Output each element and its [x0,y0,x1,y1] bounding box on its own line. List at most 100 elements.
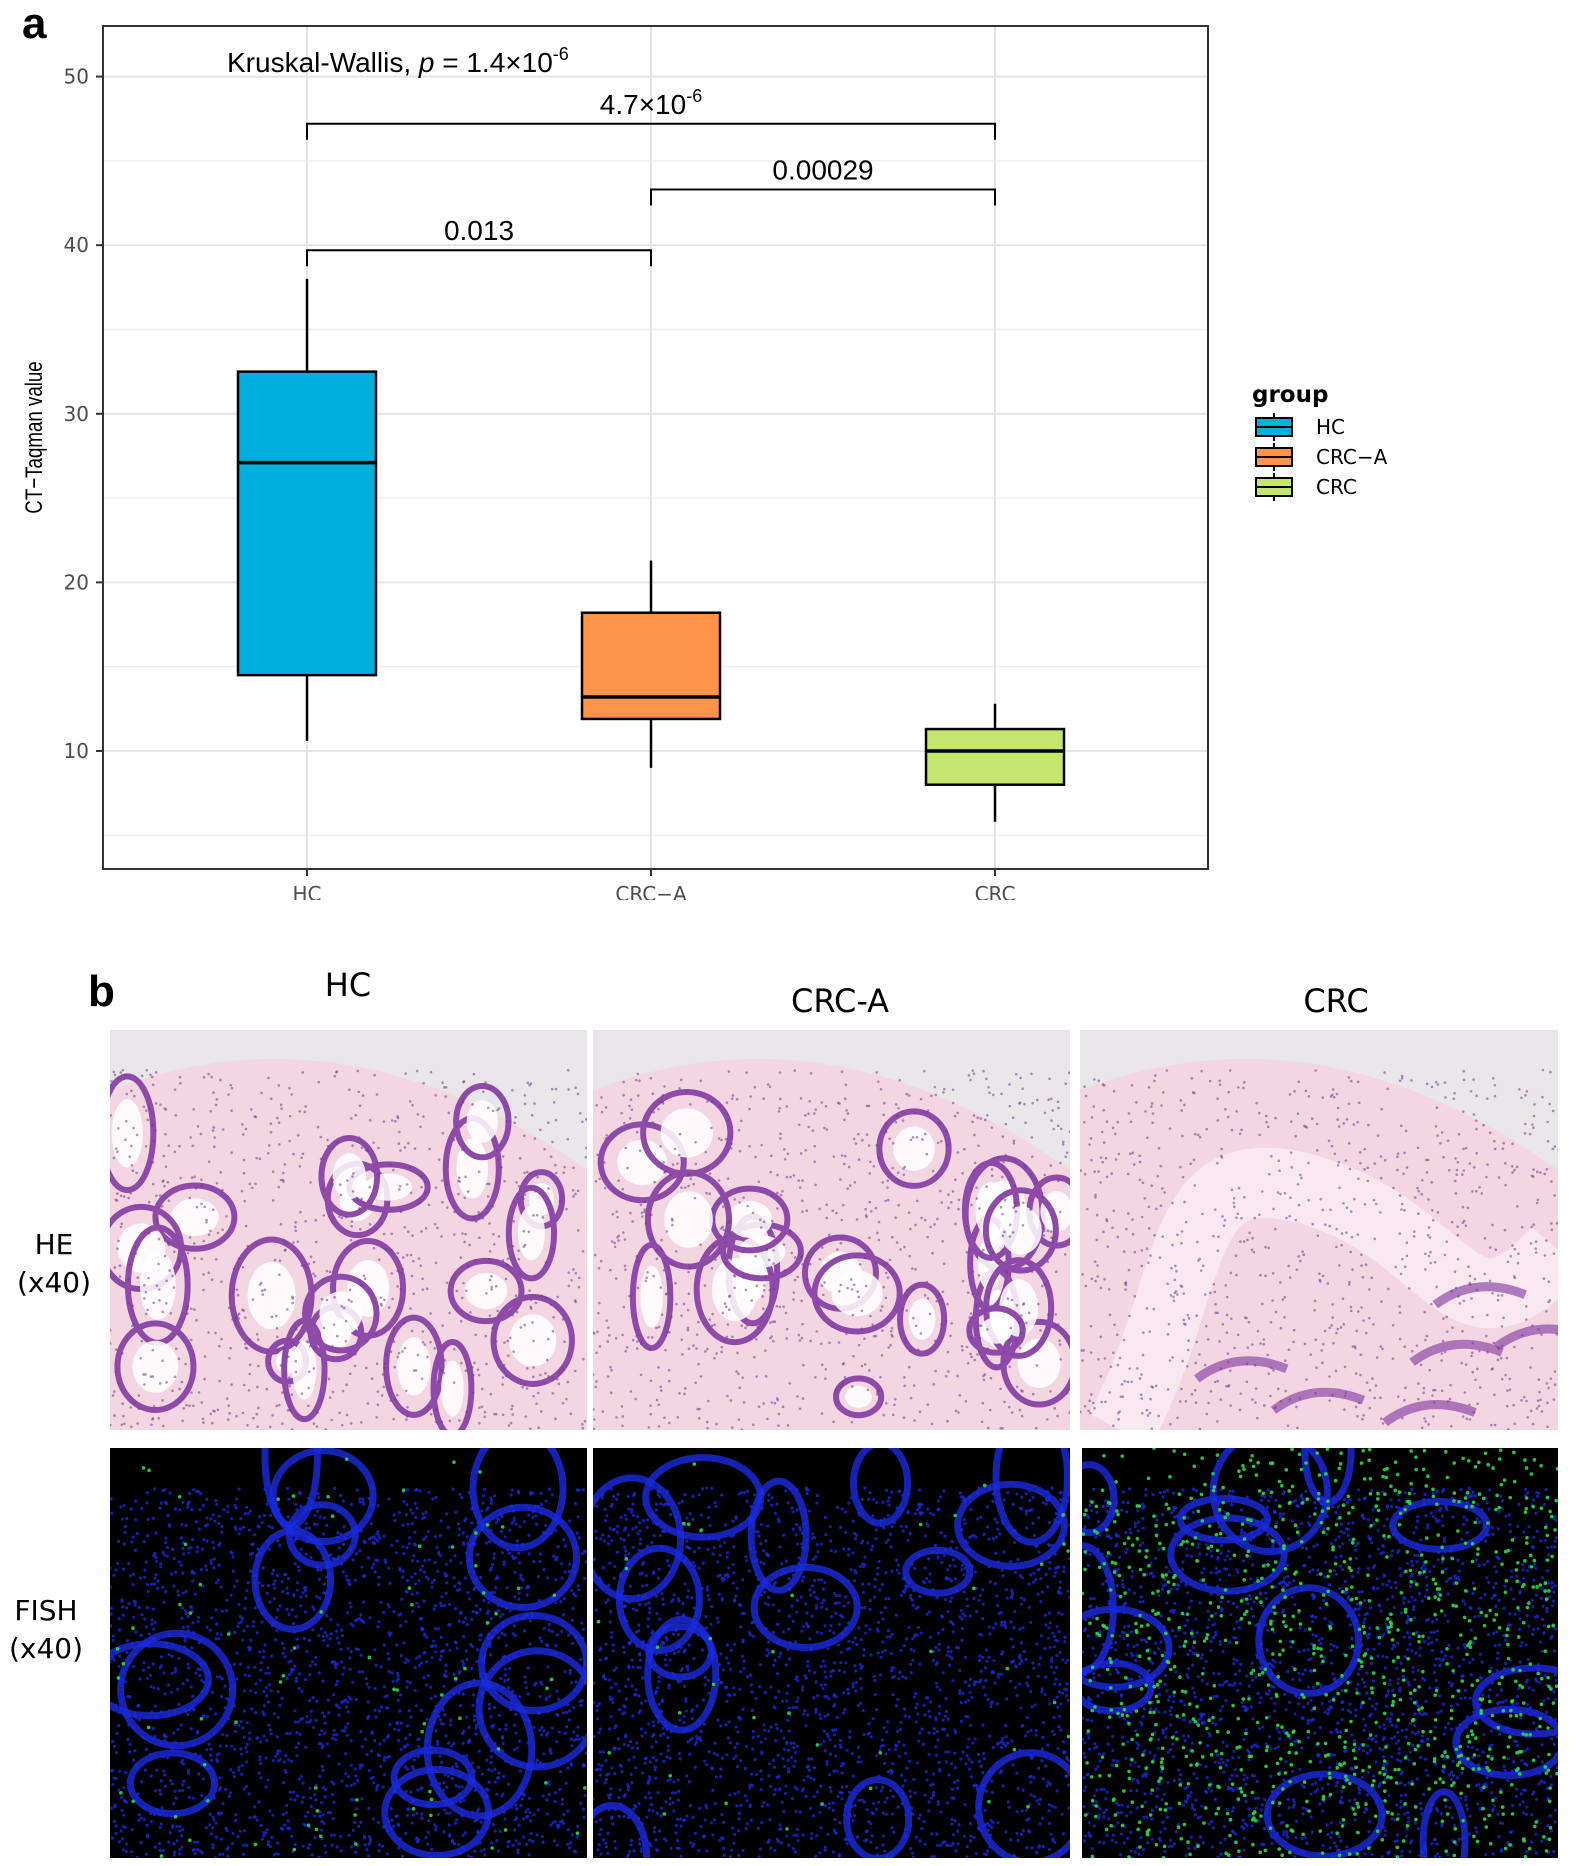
y-tick-label: 40 [64,233,89,257]
gland-lumen [247,1261,296,1330]
crypt-outline [1255,1584,1363,1697]
gland [152,1182,238,1252]
row-label-he: HE (x40) [0,1226,124,1302]
box-body [580,611,722,721]
gland-lumen [441,1360,464,1417]
crypt-outline [1082,1605,1173,1691]
crypt-outline [1389,1497,1491,1553]
slide-background [593,1448,1070,1858]
crypt-outline [251,1527,335,1633]
fish-image-hc [110,1448,587,1858]
crypt-outline [1082,1659,1155,1715]
he-micrograph [110,1030,587,1430]
gland-lumen [292,1340,317,1400]
gland [114,1320,197,1413]
gland [430,1339,475,1430]
legend-item: CRC−A [1255,443,1388,471]
row-label-fish-line1: FISH [14,1594,78,1627]
legend-item: CRC [1255,473,1357,501]
legend-title: group [1252,382,1328,408]
crypt-outline [1419,1788,1469,1858]
gland-lumen [640,1265,663,1328]
crypt-outline [285,1501,359,1569]
gland-lumen [999,1279,1039,1337]
axes: 10 20 30 40 50 HC CRC−A CRC CT−Taqman value [21,25,1209,900]
gland-lumen [845,1385,873,1408]
bracket-label: 0.013 [444,215,514,246]
plot-border [102,25,1209,870]
gland [966,1305,1026,1356]
crypt-outline [902,1546,974,1597]
gland-lumen [464,1272,508,1310]
crypt-outline [644,1615,720,1734]
gland [833,1375,885,1419]
gland-lumen [111,1099,143,1168]
he-image-crc-a [593,1030,1070,1430]
gland-lumen [171,1198,219,1237]
bracket: 0.00029 [650,155,996,206]
he-image-hc [110,1030,587,1430]
gland [447,1257,525,1325]
crypt-outline [390,1746,476,1809]
bracket-label: 0.00029 [772,155,873,186]
crypt-outline [117,1629,237,1750]
gland-lumen [893,1126,935,1172]
bracket: 4.7×10-6 [306,86,996,140]
kruskal-wallis-label: Kruskal-Wallis, p = 1.4×10-6 [227,44,569,78]
crypt-outline [1082,1461,1118,1537]
significance-brackets: 0.013 0.00029 4.7×10-6 [306,86,996,267]
bracket-label: 4.7×10-6 [600,86,702,120]
gland-lumen [617,1139,668,1186]
panel-a-letter: a [22,0,47,48]
x-tick-label: CRC [975,882,1016,900]
row-label-fish: FISH (x40) [0,1592,116,1668]
bracket-line [650,188,996,206]
crypt-outline [992,1448,1070,1546]
crypt-outline [954,1480,1068,1570]
box-crc [924,703,1066,822]
crypt-outline [110,1640,212,1720]
gland [490,1293,575,1387]
crypt-outline [269,1448,377,1546]
crypt-outline [1472,1664,1558,1738]
fish-image-crc-a [593,1448,1070,1858]
he-micrograph [593,1030,1070,1430]
box-plot-chart: 10 20 30 40 50 HC CRC−A CRC CT−Taqman value 0.01… [21,25,1388,900]
fish-image-crc [1082,1448,1558,1858]
gland-lumen [727,1200,773,1238]
box-body [924,727,1066,786]
legend-label: HC [1316,415,1345,439]
y-tick-label: 30 [64,402,89,426]
test-annotation: Kruskal-Wallis, p = 1.4×10-6 [227,44,569,78]
gland [982,1187,1059,1274]
legend: group HC CRC−A CRC [1252,382,1388,501]
crypt-outline [750,1563,861,1651]
fish-micrograph [1082,1448,1558,1858]
gland-lumen [319,1291,363,1336]
column-header-hc: HC [324,966,372,1004]
box-hc [236,278,378,741]
gland [811,1252,903,1335]
gland [876,1108,952,1189]
gland-lumen [999,1206,1042,1255]
gland-lumen [466,1100,499,1144]
row-label-he-line2: (x40) [16,1265,92,1299]
gland-lumen [660,1108,713,1158]
bracket: 0.013 [306,215,652,267]
gland [383,1314,445,1418]
gland [453,1083,512,1161]
gland-lumen [456,1138,489,1199]
stroma [1088,1147,1558,1430]
gland [897,1281,948,1357]
gland-lumen [332,1153,366,1200]
y-tick-label: 50 [64,65,89,89]
he-micrograph [1080,1030,1558,1430]
gland [693,1234,776,1346]
fish-micrograph [110,1448,587,1858]
gland [1194,1356,1289,1383]
he-image-crc [1080,1030,1558,1430]
gland [110,1073,157,1194]
gland [1432,1282,1527,1309]
gland-lumen [517,1205,545,1261]
gland [1382,1400,1477,1427]
